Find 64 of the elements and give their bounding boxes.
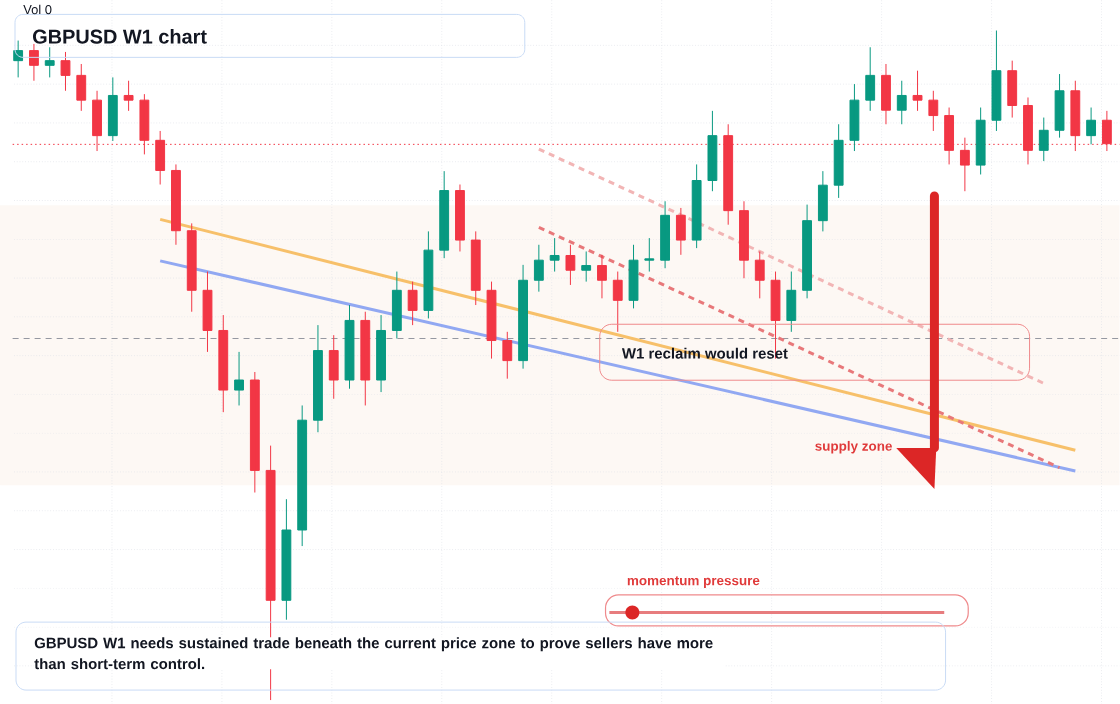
candlestick xyxy=(518,264,528,369)
candlestick xyxy=(249,371,260,493)
candlestick xyxy=(439,170,450,259)
candlestick xyxy=(991,29,1002,132)
candlestick xyxy=(360,311,371,406)
chart-title: GBPUSD W1 chart xyxy=(33,28,207,44)
candlestick xyxy=(1054,73,1065,138)
candlestick xyxy=(849,83,860,152)
candlestick xyxy=(628,244,639,309)
candlestick xyxy=(739,200,749,279)
candlestick xyxy=(1086,106,1097,145)
candlestick xyxy=(470,230,481,306)
candlestick xyxy=(565,244,576,286)
candlestick xyxy=(107,76,118,142)
candlestick xyxy=(754,250,765,299)
candlestick xyxy=(281,498,292,620)
candlestick xyxy=(218,314,229,413)
candlestick xyxy=(76,63,87,112)
candlestick xyxy=(502,331,513,379)
candlestick xyxy=(707,110,718,192)
candlestick xyxy=(786,270,797,333)
candlestick xyxy=(581,250,592,282)
candlestick xyxy=(202,270,213,353)
candlestick xyxy=(675,207,686,256)
candlestick xyxy=(376,314,386,393)
candlestick xyxy=(186,222,197,312)
candlestick xyxy=(423,230,434,319)
candlestick xyxy=(1070,80,1081,152)
candlestick xyxy=(1007,59,1018,118)
candlestick xyxy=(123,80,134,112)
candlestick xyxy=(865,46,876,112)
candlestick xyxy=(234,351,244,406)
candlestick xyxy=(881,63,891,125)
candlestick xyxy=(912,69,923,112)
band-label: supply zone xyxy=(815,440,892,454)
candlestick xyxy=(60,51,71,92)
candlestick xyxy=(533,244,544,292)
annotation: GBPUSD W1 needs sustained trade beneath the current price zone to prove sellers have more than short-term control. xyxy=(34,637,713,669)
candlestick xyxy=(612,270,623,333)
candlestick xyxy=(1038,116,1049,162)
candlestick xyxy=(975,106,986,175)
candlestick xyxy=(328,334,339,400)
candlestick xyxy=(549,237,560,272)
candlestick xyxy=(802,203,813,299)
candlestick xyxy=(407,280,418,326)
candlestick xyxy=(597,254,607,299)
candlestick xyxy=(391,270,402,339)
candlestick xyxy=(896,80,907,125)
text: Vol 0 xyxy=(23,4,52,14)
candlestick xyxy=(297,404,308,547)
candlestick xyxy=(29,43,39,81)
candlestick xyxy=(171,163,181,246)
candlestick xyxy=(44,46,55,78)
annotation: momentum pressure xyxy=(627,576,760,588)
candlestick xyxy=(928,90,939,132)
candlestick xyxy=(833,123,844,199)
candlestick xyxy=(660,200,670,269)
candlestick xyxy=(344,304,355,389)
candlestick xyxy=(644,237,655,272)
candlestick xyxy=(486,280,497,359)
candlestick xyxy=(691,163,702,249)
candlestick xyxy=(313,324,323,433)
candlestick xyxy=(817,170,828,232)
candlestick xyxy=(455,183,465,252)
